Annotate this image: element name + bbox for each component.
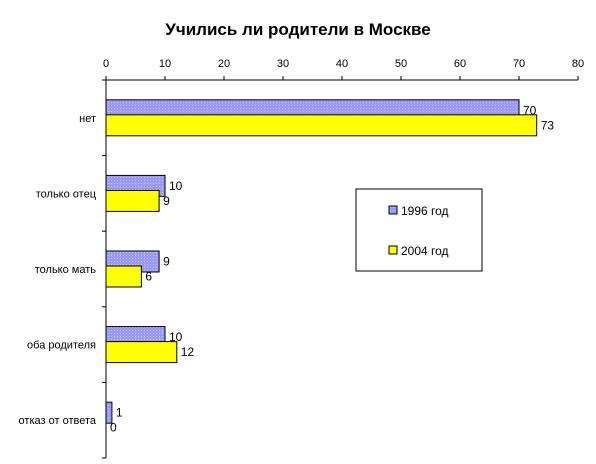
legend-label-2004: 2004 год (401, 244, 449, 258)
chart-title: Учились ли родители в Москве (165, 20, 430, 39)
x-tick-label: 10 (159, 58, 171, 70)
legend: 1996 год 2004 год (355, 188, 483, 272)
data-label: 73 (541, 118, 555, 132)
x-tick-label: 80 (572, 58, 584, 70)
data-label: 9 (163, 194, 170, 208)
legend-swatch-1996 (388, 205, 398, 215)
data-label: 10 (169, 179, 183, 193)
data-label: 1 (116, 406, 123, 420)
legend-label-1996: 1996 год (401, 204, 449, 218)
data-label: 12 (181, 345, 195, 359)
bar-2004 (105, 341, 178, 364)
x-tick-label: 50 (395, 58, 407, 70)
legend-swatch-2004 (388, 245, 398, 255)
category-label: оба родителя (27, 340, 96, 352)
bar-2004 (105, 265, 142, 288)
data-label: 9 (163, 255, 170, 269)
legend-frame (355, 188, 483, 272)
data-label: 70 (523, 103, 537, 117)
x-tick-label: 70 (513, 58, 525, 70)
x-tick-label: 30 (277, 58, 289, 70)
x-tick-label: 40 (336, 58, 348, 70)
x-tick-label: 60 (454, 58, 466, 70)
x-tick-label: 0 (103, 58, 109, 70)
bar-2004 (105, 114, 538, 137)
data-label: 10 (169, 330, 183, 344)
data-label: 0 (110, 421, 117, 435)
category-label: только отец (36, 188, 97, 200)
category-label: только мать (35, 264, 97, 276)
category-label: отказ от ответа (19, 415, 97, 427)
bar-2004 (105, 189, 160, 212)
category-label: нет (79, 113, 96, 125)
x-tick-label: 20 (218, 58, 230, 70)
bar-1996 (105, 401, 113, 424)
data-label: 6 (145, 270, 152, 284)
